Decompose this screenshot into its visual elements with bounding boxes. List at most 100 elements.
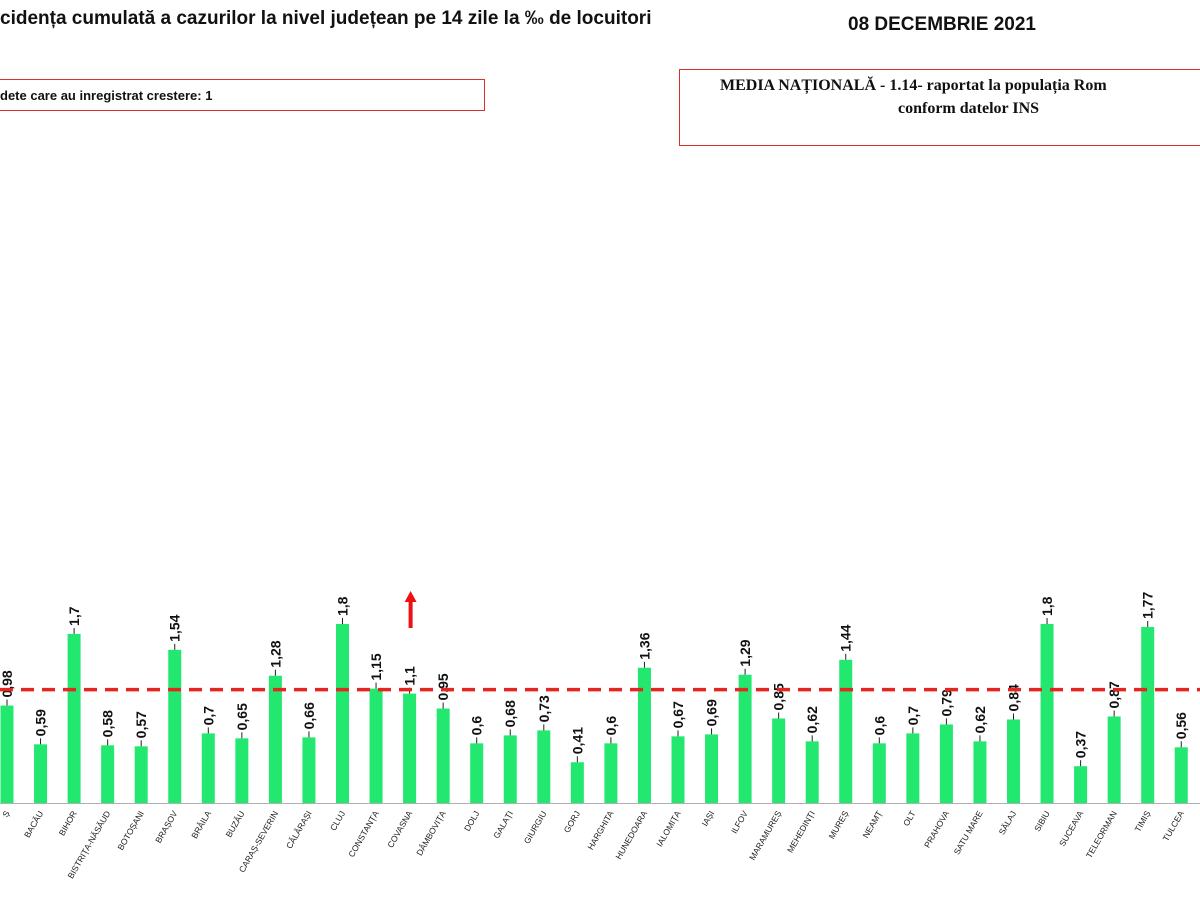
data-label: 0,41 [569,727,585,754]
data-label: 1,1 [402,666,418,686]
increase-note-box: dete care au inregistrat crestere: 1 [0,79,485,111]
bar [470,743,484,803]
category-label: BRĂILA [189,809,213,840]
data-label: 0,62 [972,706,988,733]
data-label: 1,8 [335,596,351,616]
category-label: PRAHOVA [922,809,951,850]
bar [738,674,752,803]
data-label: 1,7 [66,606,82,626]
data-label: 0,6 [469,716,485,736]
data-label: 1,54 [167,614,183,641]
bar [201,733,215,803]
bar [34,744,48,803]
category-label: GIURGIU [522,809,549,846]
data-label: 0,98 [0,670,15,697]
bar [268,675,282,803]
bar [1174,747,1188,803]
bar [503,735,517,803]
data-label: 0,62 [804,706,820,733]
increase-arrow-icon [404,591,417,602]
category-label: MEHEDINȚI [785,809,817,854]
category-label: COVASNA [385,809,414,850]
national-average-line2: conform datelor INS [898,100,1040,117]
bar [939,724,953,803]
bar [101,745,115,803]
category-label: SATU MARE [952,809,985,857]
category-label: Ș [0,809,12,819]
category-label: BOTOȘANI [115,809,146,852]
bar [134,746,148,803]
bar [604,743,618,803]
data-label: 0,79 [938,689,954,716]
data-label: 1,44 [838,624,854,651]
report-date: 08 DECEMBRIE 2021 [848,14,1036,35]
data-label: 0,87 [1106,681,1122,708]
bar [403,693,417,803]
bar [369,688,383,803]
bar [1007,719,1020,803]
category-label: SĂLAJ [997,809,1019,837]
category-label: CLUJ [328,809,347,832]
category-label: TELEORMAN [1084,809,1119,860]
increase-note-text: dete care au inregistrat crestere: 1 [0,88,213,103]
bar [772,718,786,803]
data-label: 0,65 [234,703,250,730]
bar [0,705,14,803]
category-label: TIMIȘ [1132,809,1152,834]
bar [637,667,651,803]
data-label: 1,28 [267,640,283,667]
data-label: 0,66 [301,702,317,729]
category-label: MARAMUREȘ [747,809,783,862]
category-label: ILFOV [729,809,750,836]
bar [537,730,551,803]
category-label: GALAȚI [491,809,515,840]
data-label: 1,29 [737,639,753,666]
bar [805,741,819,803]
bar [235,738,249,803]
data-label: 1,36 [636,632,652,659]
category-label: MUREȘ [826,809,850,841]
category-label: GORJ [562,809,582,834]
category-label: BACĂU [22,809,45,839]
data-label: 1,8 [1039,596,1055,616]
category-label: BUZĂU [224,809,247,839]
category-label: CONSTANȚA [346,809,381,859]
bar [302,737,316,803]
data-label: 0,37 [1073,731,1089,758]
national-average-line1: MEDIA NAȚIONALĂ - 1.14- raportat la popu… [720,77,1107,94]
category-label: CĂLĂRAȘI [284,809,314,850]
data-label: 0,7 [200,706,216,726]
bar [1141,626,1155,803]
bar [1040,624,1054,803]
data-label: 0,7 [905,706,921,726]
category-label: IALOMIȚA [654,809,683,849]
bar [1107,716,1121,803]
category-label: SUCEAVA [1057,809,1086,848]
bar [671,736,685,803]
category-label: BRAȘOV [153,809,180,845]
bar [1074,766,1088,803]
category-label: NEAMȚ [860,809,884,840]
data-label: 0,85 [771,683,787,710]
category-label: HARGHITA [585,809,615,852]
bar [705,734,719,803]
data-label: 0,6 [871,716,887,736]
data-label: 0,59 [33,709,49,736]
data-label: 0,95 [435,673,451,700]
bar [168,649,182,803]
bar [336,624,349,803]
category-label: DOLJ [462,809,482,833]
chart-title: cidența cumulată a cazurilor la nivel ju… [0,8,652,29]
data-label: 0,69 [704,699,720,726]
data-label: 0,67 [670,701,686,728]
data-label: 1,15 [368,653,384,680]
category-label: HUNEDOARA [613,809,649,861]
bar [906,733,920,803]
data-label: 0,68 [502,700,518,727]
bar [839,659,853,803]
category-label: IAȘI [700,809,717,828]
bar [872,743,886,803]
category-label: BIHOR [57,809,79,837]
bar [67,633,81,803]
